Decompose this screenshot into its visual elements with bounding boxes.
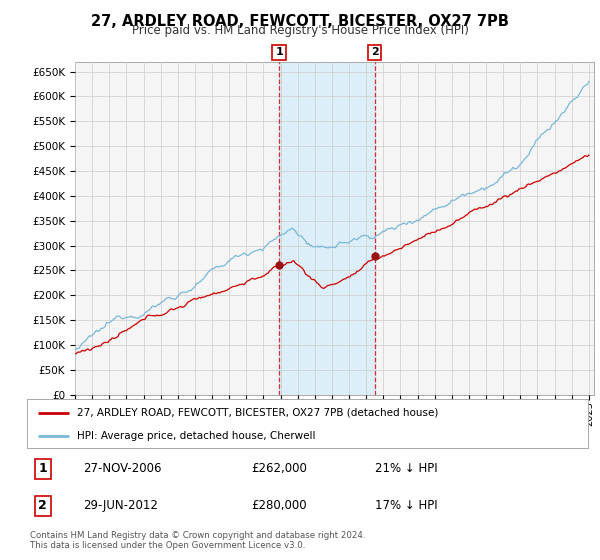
Text: 27, ARDLEY ROAD, FEWCOTT, BICESTER, OX27 7PB (detached house): 27, ARDLEY ROAD, FEWCOTT, BICESTER, OX27… <box>77 408 439 418</box>
Text: 1: 1 <box>38 462 47 475</box>
Text: 1: 1 <box>275 48 283 58</box>
Text: 27-NOV-2006: 27-NOV-2006 <box>83 462 161 475</box>
Text: £280,000: £280,000 <box>251 499 307 512</box>
Text: 27, ARDLEY ROAD, FEWCOTT, BICESTER, OX27 7PB: 27, ARDLEY ROAD, FEWCOTT, BICESTER, OX27… <box>91 14 509 29</box>
Text: Price paid vs. HM Land Registry's House Price Index (HPI): Price paid vs. HM Land Registry's House … <box>131 24 469 37</box>
Text: 17% ↓ HPI: 17% ↓ HPI <box>375 499 437 512</box>
Text: 29-JUN-2012: 29-JUN-2012 <box>83 499 158 512</box>
Bar <box>279 62 375 395</box>
Text: 2: 2 <box>371 48 379 58</box>
Text: 21% ↓ HPI: 21% ↓ HPI <box>375 462 437 475</box>
Text: Contains HM Land Registry data © Crown copyright and database right 2024.
This d: Contains HM Land Registry data © Crown c… <box>30 531 365 550</box>
Text: 2: 2 <box>38 499 47 512</box>
Text: HPI: Average price, detached house, Cherwell: HPI: Average price, detached house, Cher… <box>77 431 316 441</box>
Text: £262,000: £262,000 <box>251 462 307 475</box>
